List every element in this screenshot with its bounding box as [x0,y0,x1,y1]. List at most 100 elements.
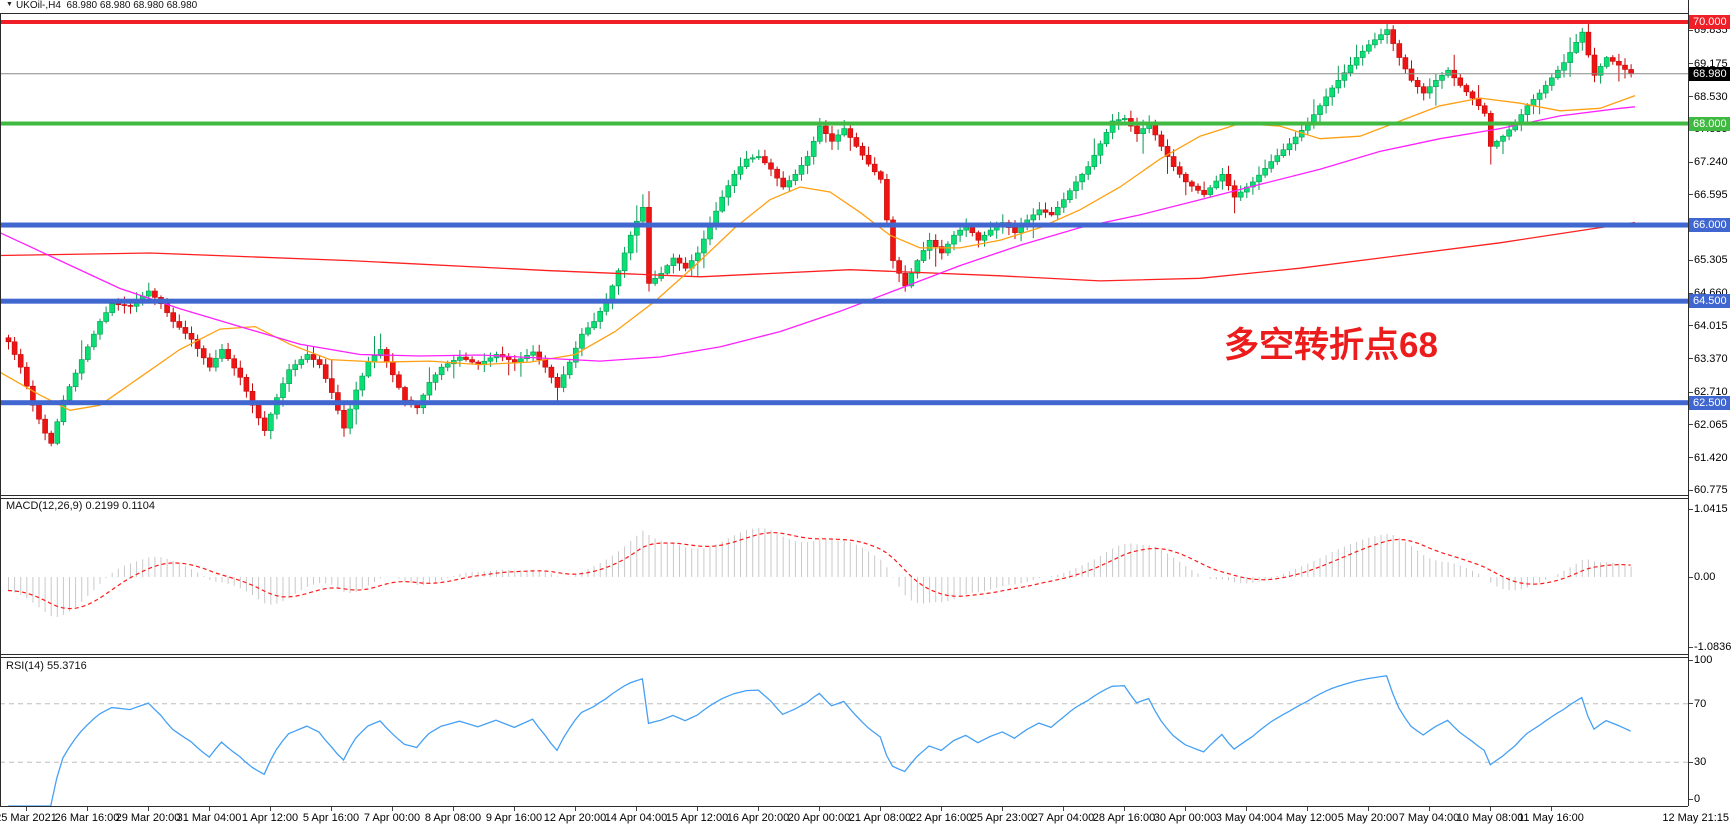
candle-body [72,372,79,387]
time-tick-mark [1490,807,1491,811]
candle-body [1408,68,1415,81]
time-tick-mark [1124,807,1125,811]
rsi-tick-mark [1689,703,1693,705]
candle-body [1237,191,1244,198]
candle-body [914,260,921,274]
candle-body [640,206,646,222]
macd-label: MACD(12,26,9) 0.2199 0.1104 [6,500,155,512]
symbol-dropdown-icon[interactable]: ▼ [6,1,13,8]
time-tick-label: 20 Apr 00:00 [787,812,851,824]
candle-body [292,364,299,371]
candle-body [701,238,707,254]
candle-body [5,337,12,343]
candle-body [853,137,860,147]
price-badge-62.500: 62.500 [1689,395,1730,410]
candle-body [1427,86,1433,94]
candle-body [798,165,805,175]
time-tick-mark [148,807,149,811]
candle-body [66,386,73,401]
candle-body [1439,74,1445,81]
candle-body [463,356,469,360]
time-tick-mark [941,807,942,811]
price-tick-label: 63.370 [1694,352,1728,365]
price-level-line [0,400,1688,406]
symbol-title: UKOil-,H4 68.980 68.980 68.980 68.980 [15,0,198,11]
candle-body [1030,214,1037,221]
candle-body [1494,140,1500,147]
candle-body [859,146,866,156]
price-tick-mark [1689,161,1693,163]
candle-body [1097,143,1104,156]
candle-body [627,234,634,254]
candle-body [225,349,231,360]
candle-body [1402,57,1409,70]
macd-indicator-panel[interactable] [0,0,1688,830]
time-tick-label: 28 Apr 16:00 [1092,812,1156,824]
main-candlestick-chart[interactable] [0,13,1688,495]
price-axis[interactable]: 69.83569.17568.53067.88567.24066.59565.9… [1689,0,1731,806]
candle-body [737,166,744,175]
candle-body [1384,29,1390,35]
candle-body [957,229,963,236]
time-tick-label: 14 Apr 04:00 [604,812,668,824]
candle-body [774,168,780,179]
candle-body [823,125,829,134]
candle-body [1292,136,1299,145]
candle-body [11,341,18,355]
candle-body [1372,39,1378,46]
time-tick-label: 5 May 20:00 [1337,812,1399,824]
candle-body [1579,31,1586,43]
candle-body [719,196,726,212]
macd-tick-mark [1689,508,1693,510]
macd-signal-line [7,532,1631,610]
candle-body [1359,50,1366,58]
candle-body [316,359,323,365]
macd-axis-label: -1.0836 [1694,641,1731,654]
candle-body [1603,57,1610,67]
candle-body [1122,118,1128,121]
candle-body [1048,212,1055,216]
candle-body [1054,206,1061,216]
price-badge-70.000: 70.000 [1689,15,1730,29]
candle-body [1445,69,1451,76]
rsi-tick-mark [1689,659,1693,661]
candle-body [170,312,176,322]
rsi-axis-label: 0 [1694,793,1701,805]
candle-body [1067,190,1073,200]
candle-body [1036,209,1043,216]
time-tick-label: 15 Apr 12:00 [665,812,729,824]
rsi-tick-mark [1689,798,1693,800]
candle-body [841,128,848,136]
chart-title-bar[interactable]: ▼ UKOil-,H4 68.980 68.980 68.980 68.980 [0,0,1731,13]
time-tick-mark [453,807,454,811]
rsi-indicator-panel[interactable] [0,0,1688,830]
candle-body [219,349,225,359]
candle-body [1335,80,1342,89]
price-tick-mark [1689,391,1693,393]
candle-body [646,206,652,284]
candle-body [877,171,884,180]
time-tick-label: 21 Apr 08:00 [848,812,912,824]
candle-body [762,156,768,164]
candle-body [274,397,280,415]
candle-body [951,234,957,245]
candle-body [85,346,91,360]
candle-body [810,140,817,157]
time-tick-label: 1 Apr 12:00 [241,812,299,824]
candle-body [597,311,604,322]
time-axis[interactable]: 25 Mar 2021 26 Mar 16:00 29 Mar 20:00 31 Ma… [0,807,1731,830]
ma-line-magenta [0,106,1636,362]
candle-body [1286,143,1293,151]
candle-body [670,257,677,266]
candle-body [987,229,994,236]
time-tick-label: 26 Mar 16:00 [54,812,120,824]
candle-body [97,321,103,335]
candle-body [1042,209,1049,213]
candle-body [530,351,536,356]
candle-body [328,378,335,393]
candle-body [432,374,439,383]
panel-border [0,498,1688,499]
candle-body [207,357,213,368]
candle-body [261,417,268,431]
price-tick-mark [1689,292,1693,294]
